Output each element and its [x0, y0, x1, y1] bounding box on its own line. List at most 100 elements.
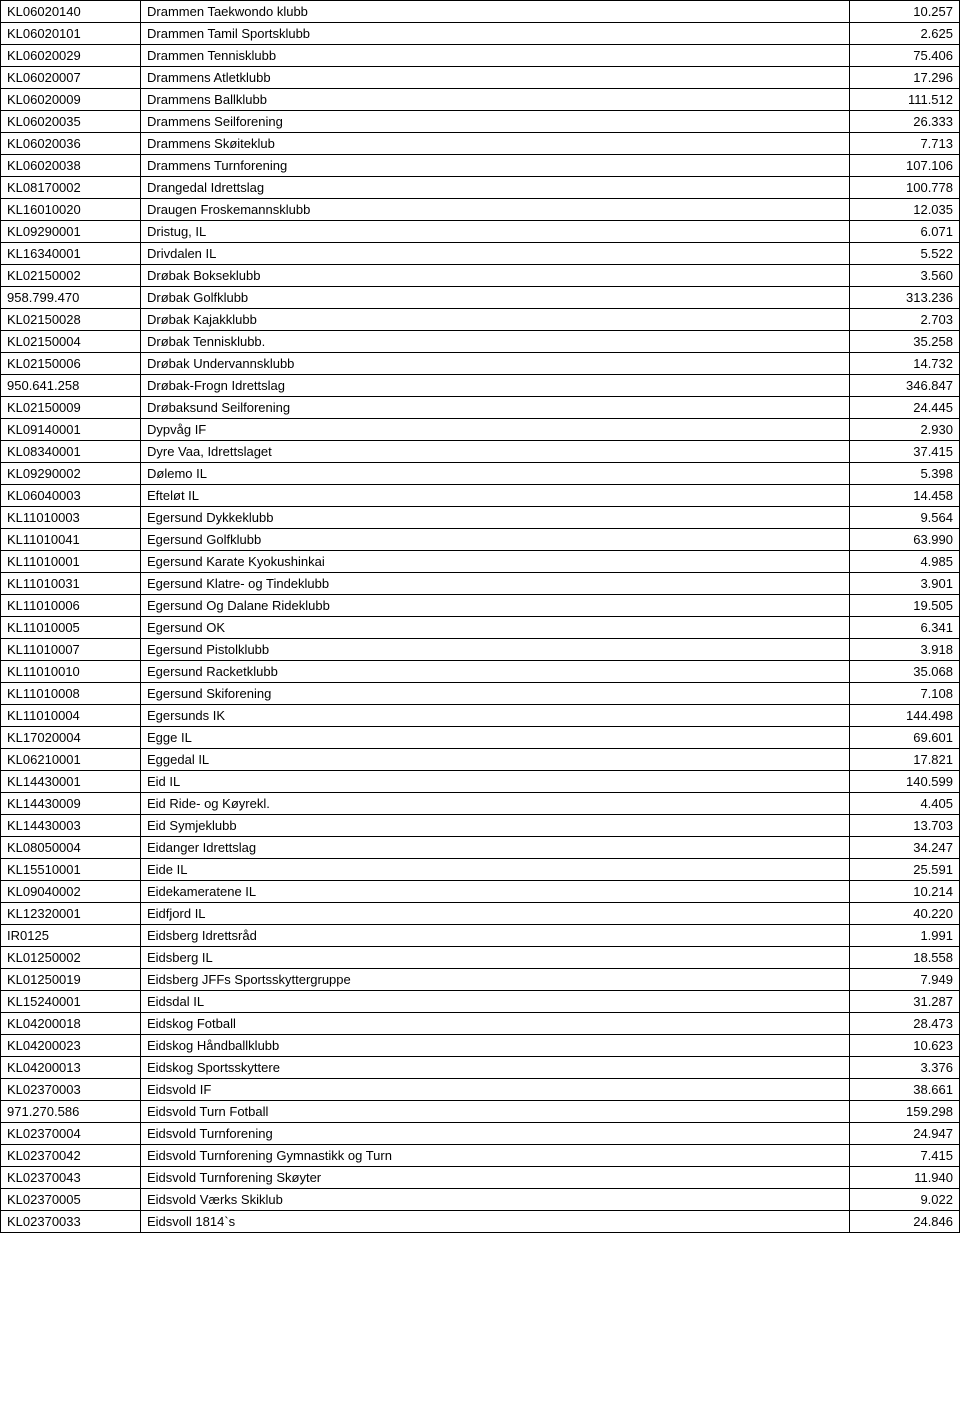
cell-name: Eidskog Håndballklubb [141, 1035, 850, 1057]
cell-code: KL14430009 [1, 793, 141, 815]
cell-code: KL11010005 [1, 617, 141, 639]
cell-name: Eidsdal IL [141, 991, 850, 1013]
cell-name: Eidekameratene IL [141, 881, 850, 903]
cell-name: Eidsberg JFFs Sportsskyttergruppe [141, 969, 850, 991]
cell-value: 18.558 [850, 947, 960, 969]
cell-name: Eidsvold IF [141, 1079, 850, 1101]
cell-name: Dypvåg IF [141, 419, 850, 441]
table-row: KL06210001Eggedal IL17.821 [1, 749, 960, 771]
cell-code: KL11010041 [1, 529, 141, 551]
cell-value: 313.236 [850, 287, 960, 309]
cell-value: 3.560 [850, 265, 960, 287]
cell-name: Dyre Vaa, Idrettslaget [141, 441, 850, 463]
table-row: KL02370033Eidsvoll 1814`s24.846 [1, 1211, 960, 1233]
cell-code: KL09140001 [1, 419, 141, 441]
cell-name: Eidanger Idrettslag [141, 837, 850, 859]
table-row: KL11010006Egersund Og Dalane Rideklubb19… [1, 595, 960, 617]
cell-code: KL02370033 [1, 1211, 141, 1233]
table-row: KL06020007Drammens Atletklubb17.296 [1, 67, 960, 89]
cell-code: KL06020140 [1, 1, 141, 23]
cell-value: 107.106 [850, 155, 960, 177]
cell-name: Eidsvold Turnforening Gymnastikk og Turn [141, 1145, 850, 1167]
cell-code: KL06040003 [1, 485, 141, 507]
cell-value: 31.287 [850, 991, 960, 1013]
table-row: KL11010031Egersund Klatre- og Tindeklubb… [1, 573, 960, 595]
cell-name: Efteløt IL [141, 485, 850, 507]
cell-value: 40.220 [850, 903, 960, 925]
table-row: KL11010001Egersund Karate Kyokushinkai4.… [1, 551, 960, 573]
table-row: KL11010003Egersund Dykkeklubb9.564 [1, 507, 960, 529]
table-row: IR0125Eidsberg Idrettsråd1.991 [1, 925, 960, 947]
cell-name: Eide IL [141, 859, 850, 881]
cell-value: 35.068 [850, 661, 960, 683]
cell-code: KL11010004 [1, 705, 141, 727]
cell-name: Drøbak Tennisklubb. [141, 331, 850, 353]
cell-value: 4.985 [850, 551, 960, 573]
cell-code: KL02150006 [1, 353, 141, 375]
cell-value: 17.296 [850, 67, 960, 89]
cell-code: KL08170002 [1, 177, 141, 199]
cell-code: KL16340001 [1, 243, 141, 265]
cell-code: KL06020029 [1, 45, 141, 67]
table-row: KL06020038Drammens Turnforening107.106 [1, 155, 960, 177]
cell-code: KL11010031 [1, 573, 141, 595]
cell-code: KL01250019 [1, 969, 141, 991]
cell-name: Eidsvold Turnforening Skøyter [141, 1167, 850, 1189]
cell-value: 19.505 [850, 595, 960, 617]
cell-code: KL09290002 [1, 463, 141, 485]
cell-value: 34.247 [850, 837, 960, 859]
cell-name: Eidfjord IL [141, 903, 850, 925]
cell-value: 7.415 [850, 1145, 960, 1167]
cell-code: KL06020009 [1, 89, 141, 111]
table-row: KL02370043Eidsvold Turnforening Skøyter1… [1, 1167, 960, 1189]
cell-code: KL02150009 [1, 397, 141, 419]
cell-value: 11.940 [850, 1167, 960, 1189]
cell-code: KL04200013 [1, 1057, 141, 1079]
table-row: KL11010007Egersund Pistolklubb3.918 [1, 639, 960, 661]
cell-value: 12.035 [850, 199, 960, 221]
cell-value: 5.398 [850, 463, 960, 485]
cell-name: Drøbak Undervannsklubb [141, 353, 850, 375]
cell-value: 3.376 [850, 1057, 960, 1079]
cell-name: Egersund Og Dalane Rideklubb [141, 595, 850, 617]
cell-name: Drammens Skøiteklub [141, 133, 850, 155]
table-row: KL09040002Eidekameratene IL10.214 [1, 881, 960, 903]
cell-value: 17.821 [850, 749, 960, 771]
cell-name: Dølemo IL [141, 463, 850, 485]
table-row: KL11010041Egersund Golfklubb63.990 [1, 529, 960, 551]
cell-value: 3.901 [850, 573, 960, 595]
table-row: KL06040003Efteløt IL14.458 [1, 485, 960, 507]
cell-value: 9.564 [850, 507, 960, 529]
table-row: KL02370003Eidsvold IF38.661 [1, 1079, 960, 1101]
cell-code: KL11010008 [1, 683, 141, 705]
cell-value: 63.990 [850, 529, 960, 551]
cell-value: 7.108 [850, 683, 960, 705]
cell-value: 69.601 [850, 727, 960, 749]
table-row: KL14430003Eid Symjeklubb13.703 [1, 815, 960, 837]
table-row: KL12320001Eidfjord IL40.220 [1, 903, 960, 925]
cell-name: Drammens Turnforening [141, 155, 850, 177]
cell-name: Drammen Taekwondo klubb [141, 1, 850, 23]
table-row: KL02150009Drøbaksund Seilforening24.445 [1, 397, 960, 419]
table-row: KL02370005Eidsvold Værks Skiklub9.022 [1, 1189, 960, 1211]
cell-value: 9.022 [850, 1189, 960, 1211]
cell-name: Eid IL [141, 771, 850, 793]
cell-value: 26.333 [850, 111, 960, 133]
table-row: KL11010010Egersund Racketklubb35.068 [1, 661, 960, 683]
cell-value: 24.445 [850, 397, 960, 419]
cell-name: Egersund Skiforening [141, 683, 850, 705]
cell-code: KL11010003 [1, 507, 141, 529]
table-row: KL02150028Drøbak Kajakklubb2.703 [1, 309, 960, 331]
cell-code: KL15510001 [1, 859, 141, 881]
cell-code: KL04200018 [1, 1013, 141, 1035]
data-table: KL06020140Drammen Taekwondo klubb10.257K… [0, 0, 960, 1233]
cell-code: KL06020036 [1, 133, 141, 155]
table-row: KL14430001Eid IL140.599 [1, 771, 960, 793]
cell-code: KL06020038 [1, 155, 141, 177]
cell-code: KL09040002 [1, 881, 141, 903]
table-row: KL09290002Dølemo IL5.398 [1, 463, 960, 485]
cell-code: KL08050004 [1, 837, 141, 859]
cell-name: Drøbak Golfklubb [141, 287, 850, 309]
cell-name: Eidsberg IL [141, 947, 850, 969]
cell-code: KL11010001 [1, 551, 141, 573]
